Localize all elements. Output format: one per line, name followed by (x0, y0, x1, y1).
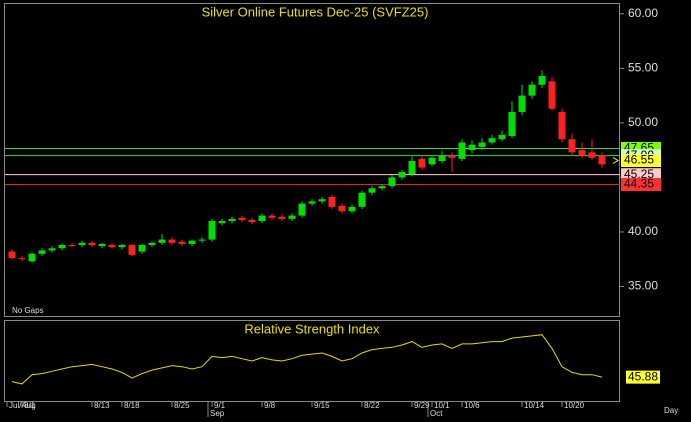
candle-body (468, 144, 476, 151)
rsi-title: Relative Strength Index (244, 321, 380, 336)
month-label: Oct (430, 409, 443, 418)
candle-body (298, 203, 306, 216)
candle-body (158, 239, 166, 243)
candle-body (198, 239, 206, 241)
candle-body (588, 152, 596, 158)
rsi-line (11, 334, 603, 385)
candle-body (398, 171, 406, 178)
candle-body (498, 134, 506, 140)
candle-body (78, 242, 86, 246)
x-tick-label: 8/22 (364, 401, 380, 410)
month-label: Sep (210, 409, 225, 418)
candle-body (408, 161, 416, 175)
candle-body (438, 155, 446, 162)
candle-body (88, 242, 96, 246)
candle-body (218, 221, 226, 224)
candle-body (68, 245, 76, 247)
candle-body (258, 215, 266, 222)
candle-body (108, 245, 116, 248)
last-price-label: 46.55 (624, 153, 654, 167)
candle-body (448, 155, 456, 158)
y-tick-label: 40.00 (628, 224, 658, 238)
y-tick-label: 35.00 (628, 279, 658, 293)
candle-body (318, 199, 326, 202)
candle-body (558, 111, 566, 140)
candle-body (168, 239, 176, 243)
candle-body (488, 138, 496, 143)
candle-body (288, 215, 296, 219)
price-panel (4, 3, 620, 317)
candle-body (98, 243, 106, 247)
candle-body (48, 248, 56, 251)
candle-body (378, 186, 386, 189)
x-tick-label: 8/18 (124, 401, 140, 410)
candle-body (138, 245, 146, 252)
candle-body (28, 253, 36, 262)
candle-body (568, 139, 576, 153)
candle-body (338, 205, 346, 212)
candle-body (178, 241, 186, 244)
candle-body (238, 217, 246, 220)
level-label-box (621, 168, 661, 182)
x-tick-label: 9/1 (214, 401, 226, 410)
last-price-box (621, 154, 661, 167)
x-tick-label: 8/25 (174, 401, 190, 410)
candle-body (58, 245, 66, 249)
x-tick-label: 9/8 (264, 401, 276, 410)
candle-body (18, 258, 26, 260)
candle-body (458, 142, 466, 159)
candle-body (368, 188, 376, 193)
candle-body (328, 197, 336, 207)
level-label: 44.35 (624, 177, 654, 191)
candle-body (428, 157, 436, 165)
last-price-arrow (612, 157, 619, 164)
x-tick-label: 8/13 (94, 401, 110, 410)
candle-body (128, 245, 136, 255)
candle-body (508, 111, 516, 136)
candle-body (358, 192, 366, 207)
level-label: 45.25 (624, 167, 654, 181)
x-tick-label: 8/1 (24, 401, 36, 410)
candle-body (8, 251, 16, 259)
y-tick-label: 50.00 (628, 115, 658, 129)
chart-title: Silver Online Futures Dec-25 (SVFZ25) (202, 4, 429, 19)
x-tick-label: 10/14 (524, 401, 545, 410)
x-tick-label: 10/20 (564, 401, 585, 410)
candle-body (248, 219, 256, 223)
candle-body (208, 221, 216, 240)
x-tick-label: 10/6 (464, 401, 480, 410)
candle-body (598, 155, 606, 165)
x-unit: Day (664, 406, 678, 415)
level-label-box (621, 177, 661, 191)
candle-body (538, 75, 546, 85)
candle-body (478, 142, 486, 147)
x-tick-label: 9/29 (414, 401, 430, 410)
x-tick-label: 9/15 (314, 401, 330, 410)
candle-body (548, 81, 556, 109)
candle-body (228, 218, 236, 222)
y-tick-label: 60.00 (628, 6, 658, 20)
candle-body (188, 240, 196, 244)
candle-body (118, 245, 126, 248)
candle-body (578, 150, 586, 156)
candle-body (528, 84, 536, 96)
candle-body (268, 215, 276, 218)
note: No Gaps (12, 306, 44, 315)
rsi-label-box (626, 370, 660, 384)
candle-body (278, 216, 286, 219)
candle-body (38, 250, 46, 254)
candle-body (388, 177, 396, 187)
candle-body (308, 201, 316, 204)
rsi-last-label: 45.88 (628, 369, 658, 383)
candle-body (348, 206, 356, 212)
candle-body (148, 242, 156, 246)
candle-body (418, 158, 426, 168)
candle-body (518, 95, 526, 112)
x-tick-label: 10/1 (434, 401, 450, 410)
y-tick-label: 55.00 (628, 61, 658, 75)
